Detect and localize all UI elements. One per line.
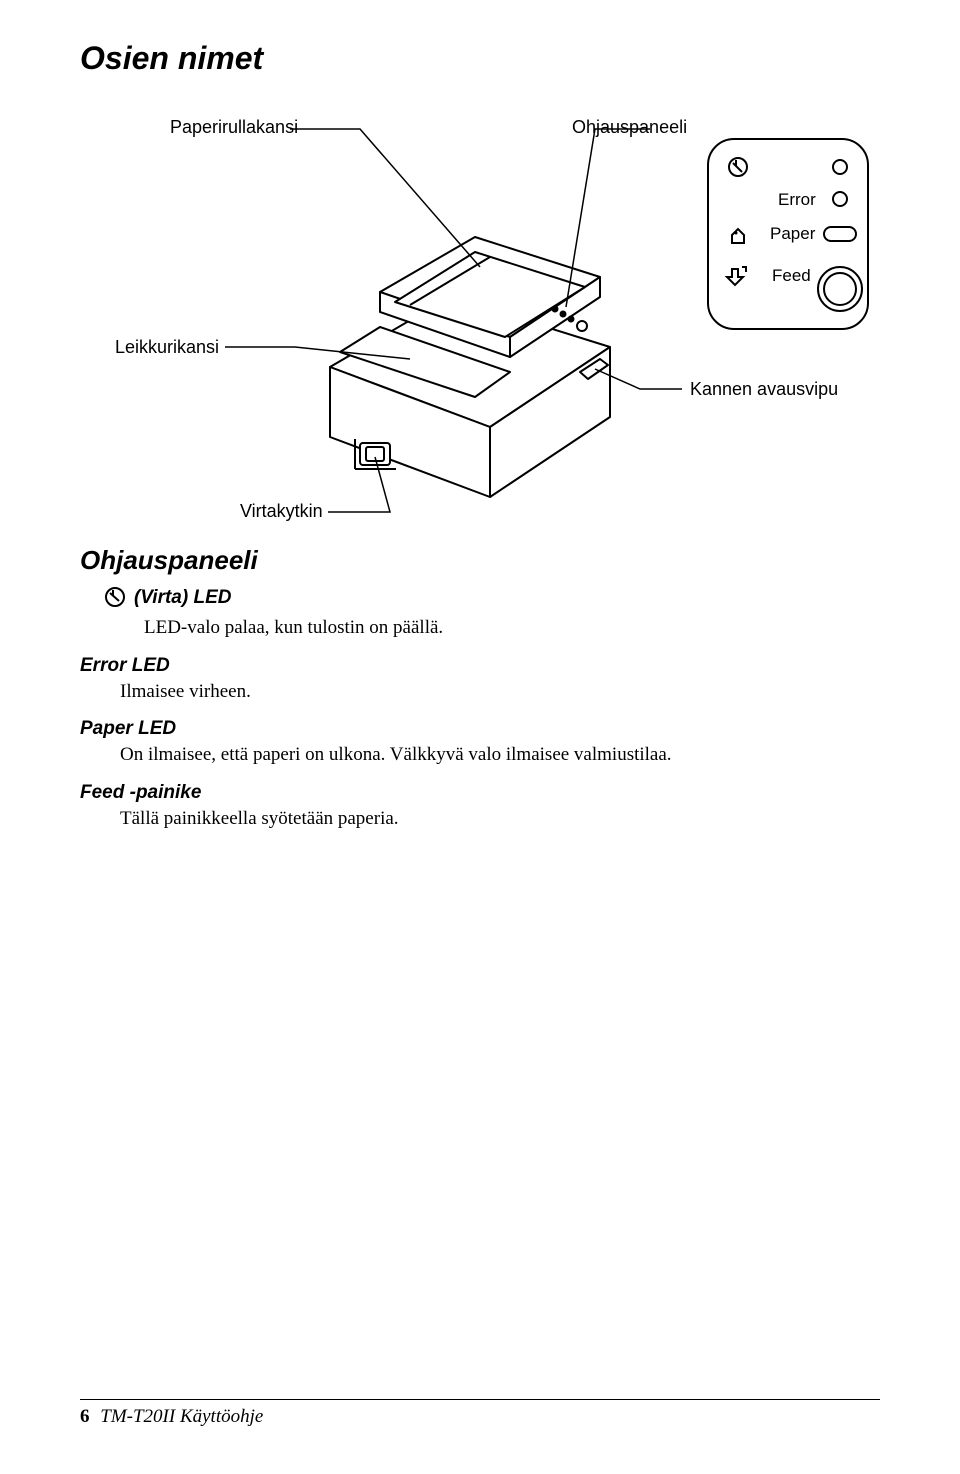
item-body: On ilmaisee, että paperi on ulkona. Välk… [120, 742, 880, 768]
item-body: Tällä painikkeella syötetään paperia. [120, 806, 880, 832]
footer-page-number: 6 [80, 1406, 90, 1427]
page-title: Osien nimet [80, 40, 880, 77]
item-body: LED-valo palaa, kun tulostin on päällä. [144, 615, 880, 641]
label-leikkurikansi: Leikkurikansi [115, 337, 219, 358]
page-footer: 6 TM-T20II Käyttöohje [80, 1399, 880, 1428]
item-title: Error LED [80, 655, 170, 676]
power-icon [104, 586, 126, 613]
item-body: Ilmaisee virheen. [120, 679, 880, 705]
panel-paper-text: Paper [770, 224, 816, 243]
printer-diagram: Error Paper Feed [80, 97, 880, 527]
item-error-led: Error LED Ilmaisee virheen. [80, 655, 880, 705]
label-virtakytkin: Virtakytkin [240, 501, 323, 522]
panel-error-text: Error [778, 190, 816, 209]
label-kannen-avausvipu: Kannen avausvipu [690, 379, 838, 400]
item-title: Feed -painike [80, 782, 201, 803]
panel-feed-text: Feed [772, 266, 811, 285]
item-feed-painike: Feed -painike Tällä painikkeella syötetä… [80, 782, 880, 832]
label-paperirullakansi: Paperirullakansi [170, 117, 298, 138]
item-paper-led: Paper LED On ilmaisee, että paperi on ul… [80, 718, 880, 768]
section-heading-ohjauspaneeli: Ohjauspaneeli [80, 545, 880, 576]
item-virta-led: (Virta) LED LED-valo palaa, kun tulostin… [104, 586, 880, 641]
item-title: (Virta) LED [134, 587, 231, 608]
footer-doc-title: TM-T20II Käyttöohje [100, 1406, 263, 1427]
item-title: Paper LED [80, 718, 176, 739]
label-ohjauspaneeli: Ohjauspaneeli [572, 117, 687, 138]
